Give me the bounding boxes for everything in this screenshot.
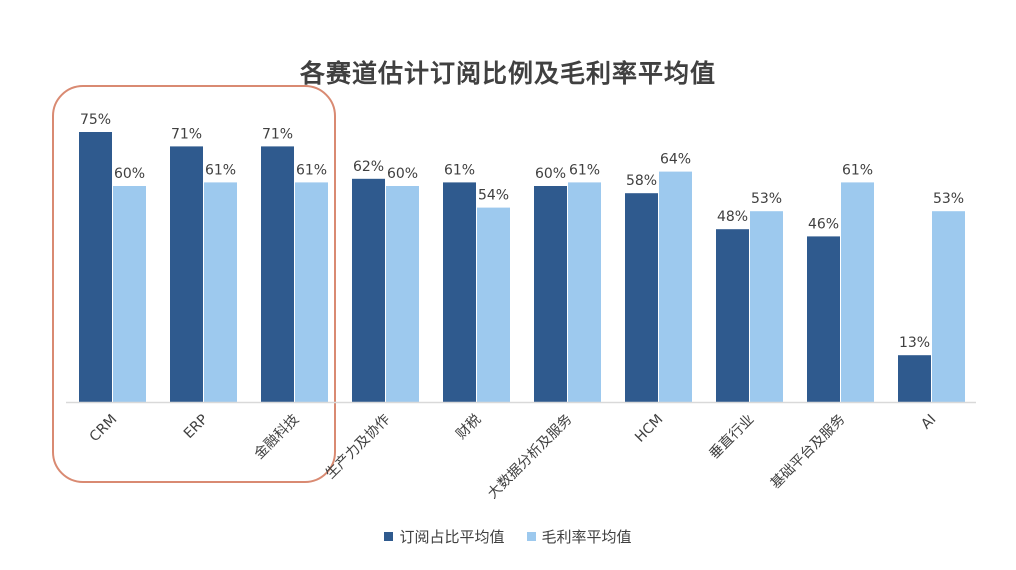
x-tick-label-cat-3: 生产力及协作 <box>323 412 394 483</box>
data-label-subscription-cat-6: 58% <box>626 173 657 189</box>
bar-gross-margin-cat-1 <box>204 182 237 402</box>
bar-gross-margin-cat-8 <box>841 182 874 402</box>
x-tick-label-cat-6: HCM <box>632 412 666 446</box>
bar-subscription-cat-0 <box>79 132 112 402</box>
data-label-gross-margin-cat-7: 53% <box>751 191 782 207</box>
data-label-gross-margin-cat-9: 53% <box>933 191 964 207</box>
x-tick-label-cat-0: CRM <box>87 412 121 446</box>
x-tick-label-cat-5: 大数据分析及服务 <box>485 412 576 503</box>
data-label-subscription-cat-4: 61% <box>444 162 475 178</box>
bar-subscription-cat-7 <box>716 229 749 402</box>
data-label-subscription-cat-5: 60% <box>535 166 566 182</box>
data-label-gross-margin-cat-1: 61% <box>205 162 236 178</box>
x-tick-label-cat-1: ERP <box>181 412 211 442</box>
x-tick-label-cat-7: 垂直行业 <box>706 411 758 463</box>
x-tick-label-cat-2: 金融科技 <box>251 412 302 463</box>
data-label-subscription-cat-7: 48% <box>717 209 748 225</box>
legend-label-subscription: 订阅占比平均值 <box>399 528 505 546</box>
bar-gross-margin-cat-2 <box>295 182 328 402</box>
bar-gross-margin-cat-4 <box>477 207 510 402</box>
bar-gross-margin-cat-5 <box>568 182 601 402</box>
legend-swatch-subscription <box>384 532 394 541</box>
bar-gross-margin-cat-6 <box>659 171 692 402</box>
bar-gross-margin-cat-0 <box>113 186 146 402</box>
data-label-subscription-cat-8: 46% <box>808 216 839 232</box>
bar-subscription-cat-9 <box>898 355 931 402</box>
data-label-subscription-cat-9: 13% <box>899 335 930 351</box>
data-label-gross-margin-cat-5: 61% <box>569 162 600 178</box>
bar-subscription-cat-2 <box>261 146 294 402</box>
data-label-gross-margin-cat-8: 61% <box>842 162 873 178</box>
bar-subscription-cat-3 <box>352 178 385 402</box>
bar-subscription-cat-8 <box>807 236 840 402</box>
x-tick-label-cat-9: AI <box>918 412 939 433</box>
legend-swatch-gross-margin <box>526 532 536 541</box>
data-label-subscription-cat-3: 62% <box>353 159 384 175</box>
x-tick-label-cat-8: 基础平台及服务 <box>767 411 848 492</box>
legend-item-gross-margin: 毛利率平均值 <box>526 526 632 547</box>
legend: 订阅占比平均值 毛利率平均值 <box>0 526 1016 547</box>
chart-title: 各赛道估计订阅比例及毛利率平均值 <box>299 59 716 88</box>
bar-gross-margin-cat-3 <box>386 186 419 402</box>
data-label-subscription-cat-0: 75% <box>80 112 111 128</box>
bar-subscription-cat-4 <box>443 182 476 402</box>
bar-gross-margin-cat-9 <box>932 211 965 402</box>
data-label-gross-margin-cat-3: 60% <box>387 166 418 182</box>
data-label-subscription-cat-2: 71% <box>262 126 293 142</box>
bar-subscription-cat-1 <box>170 146 203 402</box>
bar-subscription-cat-5 <box>534 186 567 402</box>
data-label-gross-margin-cat-4: 54% <box>478 188 509 204</box>
x-tick-label-cat-4: 财税 <box>453 412 484 443</box>
bar-subscription-cat-6 <box>625 193 658 402</box>
data-label-subscription-cat-1: 71% <box>171 126 202 142</box>
bar-gross-margin-cat-7 <box>750 211 783 402</box>
data-label-gross-margin-cat-0: 60% <box>114 166 145 182</box>
data-label-gross-margin-cat-6: 64% <box>660 152 691 168</box>
data-label-gross-margin-cat-2: 61% <box>296 162 327 178</box>
legend-label-gross-margin: 毛利率平均值 <box>541 528 632 546</box>
highlight-box <box>52 85 336 483</box>
legend-item-subscription: 订阅占比平均值 <box>384 526 505 547</box>
